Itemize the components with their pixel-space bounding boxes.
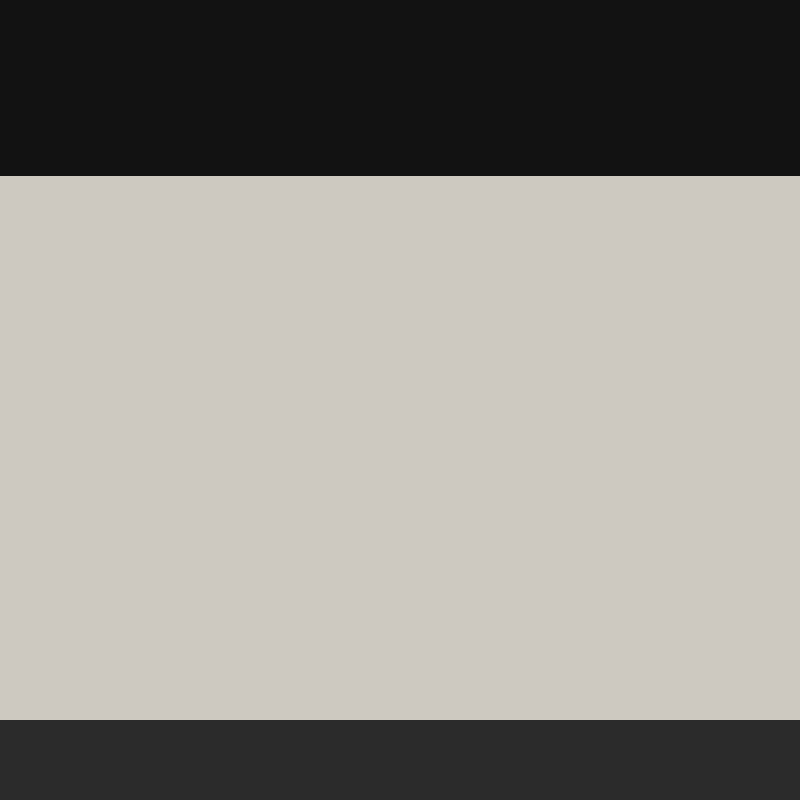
- Circle shape: [63, 749, 87, 773]
- Bar: [55, 363, 430, 394]
- Text: 26: 26: [304, 342, 321, 354]
- Text: 76: 76: [304, 518, 321, 530]
- Bar: [55, 424, 430, 456]
- Text: 5: 5: [308, 372, 317, 385]
- Text: 68: 68: [304, 487, 321, 500]
- Text: 64: 64: [304, 311, 321, 324]
- Text: cement production: cement production: [62, 372, 188, 385]
- Bar: [55, 302, 430, 333]
- Text: 1750 to 2012: 1750 to 2012: [268, 214, 412, 234]
- Bar: [55, 240, 430, 272]
- Text: land-use: land-use: [96, 402, 154, 415]
- Text: oil: oil: [117, 311, 133, 324]
- Bar: [55, 333, 430, 363]
- Text: coal: coal: [111, 281, 138, 294]
- Text: Description: Description: [110, 754, 181, 767]
- Text: Sink: Sink: [108, 433, 142, 447]
- Text: Carbon released (ppm): Carbon released (ppm): [222, 249, 402, 263]
- Text: ocean: ocean: [105, 518, 145, 530]
- Text: 76: 76: [304, 402, 321, 415]
- Text: land: land: [110, 487, 139, 500]
- Text: gas: gas: [114, 342, 137, 354]
- FancyBboxPatch shape: [52, 734, 203, 788]
- Bar: [55, 456, 430, 478]
- Text: Source: Source: [98, 249, 152, 263]
- Bar: [0, 790, 800, 800]
- Text: 86: 86: [304, 281, 321, 294]
- Text: Carbon absorbed (ppm): Carbon absorbed (ppm): [219, 433, 406, 447]
- Bar: [55, 272, 430, 302]
- Bar: [55, 509, 430, 539]
- Bar: [55, 394, 430, 424]
- Bar: [55, 478, 430, 509]
- Text: The net amount of carbon in the atmosphere between 1750 and 2012 ___________.: The net amount of carbon in the atmosphe…: [30, 576, 603, 590]
